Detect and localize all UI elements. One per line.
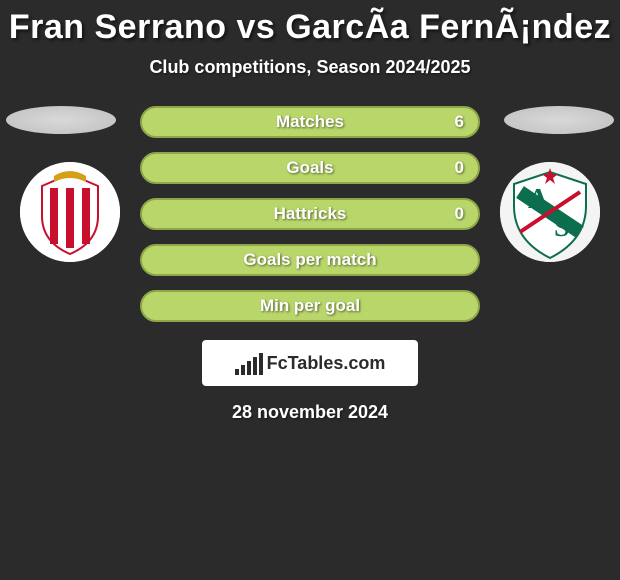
stat-bar: Hattricks 0 <box>140 198 480 230</box>
logo-bar-segment <box>241 365 245 375</box>
club-badge-right: A S <box>500 162 600 262</box>
logo-bar-segment <box>253 357 257 375</box>
stat-label: Hattricks <box>274 204 347 224</box>
stat-label: Goals <box>286 158 333 178</box>
stat-bar: Goals 0 <box>140 152 480 184</box>
logo-bar-segment <box>259 353 263 375</box>
stat-value-right: 6 <box>455 112 464 132</box>
shield-icon <box>20 162 120 262</box>
generation-date: 28 november 2024 <box>0 402 620 423</box>
stat-value-right: 0 <box>455 158 464 178</box>
stat-bar: Matches 6 <box>140 106 480 138</box>
stat-label: Goals per match <box>243 250 376 270</box>
logo-bar-segment <box>235 369 239 375</box>
chart-icon <box>235 351 263 375</box>
stat-bar: Goals per match <box>140 244 480 276</box>
shield-icon: A S <box>500 162 600 262</box>
svg-text:S: S <box>554 212 570 243</box>
logo-bar-segment <box>247 361 251 375</box>
stat-bars: Matches 6 Goals 0 Hattricks 0 Goals per match M… <box>140 106 480 322</box>
stat-bar: Min per goal <box>140 290 480 322</box>
club-badge-left <box>20 162 120 262</box>
stat-value-right: 0 <box>455 204 464 224</box>
stat-label: Min per goal <box>260 296 360 316</box>
logo-text: FcTables.com <box>267 353 386 374</box>
svg-text:A: A <box>528 184 549 215</box>
stats-area: A S Matches 6 Goals 0 Hattricks 0 Goals per ma… <box>0 106 620 322</box>
page-title: Fran Serrano vs GarcÃ­a FernÃ¡ndez <box>0 8 620 47</box>
page-subtitle: Club competitions, Season 2024/2025 <box>0 57 620 78</box>
player-photo-right <box>504 106 614 134</box>
stat-label: Matches <box>276 112 344 132</box>
fctables-logo: FcTables.com <box>202 340 418 386</box>
player-photo-left <box>6 106 116 134</box>
